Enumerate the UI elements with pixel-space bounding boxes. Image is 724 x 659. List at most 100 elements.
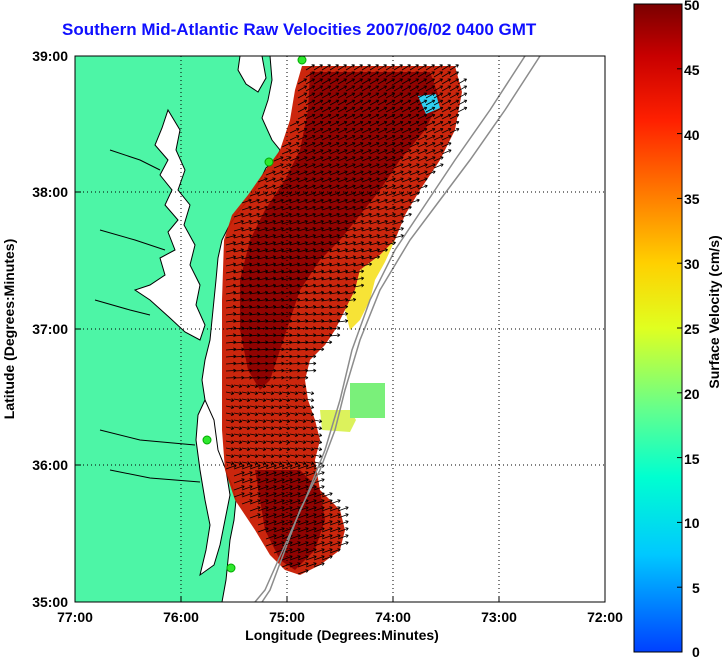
velocity-arrow	[305, 548, 317, 554]
velocity-arrow	[249, 478, 261, 484]
velocity-arrow	[249, 241, 260, 246]
velocity-arrow	[401, 198, 412, 204]
velocity-arrow	[337, 241, 348, 246]
velocity-arrow	[273, 384, 283, 388]
velocity-arrow	[249, 297, 261, 302]
velocity-arrow	[305, 513, 317, 519]
velocity-arrow	[273, 304, 285, 309]
x-tick-label: 74:00	[375, 609, 411, 625]
velocity-arrow	[257, 478, 269, 484]
velocity-arrow	[313, 205, 324, 211]
velocity-arrow	[361, 149, 372, 155]
velocity-arrow	[297, 426, 307, 430]
velocity-arrow	[257, 290, 269, 295]
velocity-arrow	[329, 227, 340, 232]
velocity-arrow	[433, 106, 444, 113]
velocity-arrow	[393, 163, 404, 169]
velocity-arrow	[337, 184, 348, 190]
velocity-arrow	[297, 485, 309, 491]
velocity-arrow	[249, 499, 261, 505]
velocity-arrow	[265, 541, 277, 547]
velocity-arrow	[329, 191, 340, 197]
velocity-arrow	[297, 149, 308, 155]
velocity-arrow	[257, 471, 269, 477]
velocity-arrow	[417, 120, 428, 127]
velocity-arrow	[281, 241, 292, 246]
velocity-arrow	[441, 135, 452, 141]
velocity-arrow	[257, 412, 267, 416]
velocity-arrow	[249, 234, 260, 239]
velocity-arrow	[249, 440, 259, 444]
velocity-arrow	[361, 64, 371, 71]
velocity-arrow	[385, 227, 396, 232]
velocity-arrow	[313, 426, 323, 430]
velocity-arrow	[417, 64, 427, 71]
velocity-arrow	[321, 262, 333, 267]
colorbar-tick-label: 10	[684, 515, 700, 531]
velocity-arrow	[377, 64, 387, 71]
y-tick-label: 39:00	[32, 48, 68, 64]
velocity-arrow	[273, 520, 285, 526]
velocity-arrow	[249, 419, 259, 423]
velocity-arrow	[345, 135, 356, 141]
velocity-arrow	[313, 562, 325, 568]
velocity-arrow	[265, 447, 275, 451]
velocity-arrow	[233, 297, 245, 302]
velocity-arrow	[305, 149, 316, 155]
velocity-arrow	[321, 340, 333, 345]
velocity-arrow	[273, 412, 283, 416]
velocity-arrow	[281, 447, 291, 451]
velocity-arrow	[401, 135, 412, 141]
velocity-arrow	[321, 304, 333, 309]
velocity-arrow	[337, 191, 348, 197]
velocity-arrow	[385, 113, 396, 120]
velocity-arrow	[425, 163, 436, 169]
velocity-arrow	[313, 106, 324, 113]
velocity-arrow	[249, 454, 259, 458]
velocity-arrow	[329, 163, 340, 169]
velocity-arrow	[361, 113, 372, 120]
velocity-arrow	[361, 198, 372, 204]
velocity-arrow	[305, 499, 317, 505]
velocity-arrow	[289, 120, 300, 127]
velocity-arrow	[289, 156, 300, 162]
velocity-arrow	[441, 71, 451, 78]
velocity-arrow	[361, 120, 372, 127]
velocity-arrow	[337, 290, 349, 295]
y-axis-label: Latitude (Degrees:Minutes)	[1, 239, 17, 419]
velocity-arrow	[313, 513, 325, 519]
velocity-arrow	[225, 384, 235, 388]
velocity-arrow	[385, 149, 396, 155]
velocity-arrow	[305, 198, 316, 204]
velocity-arrow	[337, 527, 349, 533]
velocity-arrow	[249, 405, 259, 409]
velocity-arrow	[409, 170, 420, 176]
velocity-arrow	[241, 447, 251, 451]
velocity-arrow	[337, 85, 348, 92]
velocity-arrow	[241, 461, 251, 465]
velocity-arrow	[289, 398, 299, 402]
velocity-arrow	[361, 184, 372, 190]
velocity-arrow	[393, 170, 404, 176]
velocity-arrow	[305, 262, 317, 267]
velocity-arrow	[249, 506, 261, 512]
velocity-arrow	[361, 128, 372, 134]
velocity-arrow	[281, 290, 293, 295]
velocity-arrow	[409, 92, 420, 99]
velocity-arrow	[265, 255, 277, 260]
velocity-arrow	[281, 198, 292, 204]
station-marker	[226, 563, 236, 573]
velocity-arrow	[313, 170, 324, 176]
colorbar-tick-label: 0	[692, 644, 700, 659]
velocity-arrow	[281, 227, 292, 232]
velocity-arrow	[401, 156, 412, 162]
velocity-arrow	[417, 170, 428, 176]
velocity-arrow	[393, 64, 403, 71]
velocity-arrow	[305, 85, 316, 92]
grid	[75, 56, 605, 602]
velocity-arrow	[297, 78, 307, 85]
y-tick-label: 38:00	[32, 184, 68, 200]
velocity-arrow	[313, 262, 325, 267]
velocity-arrow	[385, 205, 396, 211]
velocity-arrow	[337, 64, 347, 71]
